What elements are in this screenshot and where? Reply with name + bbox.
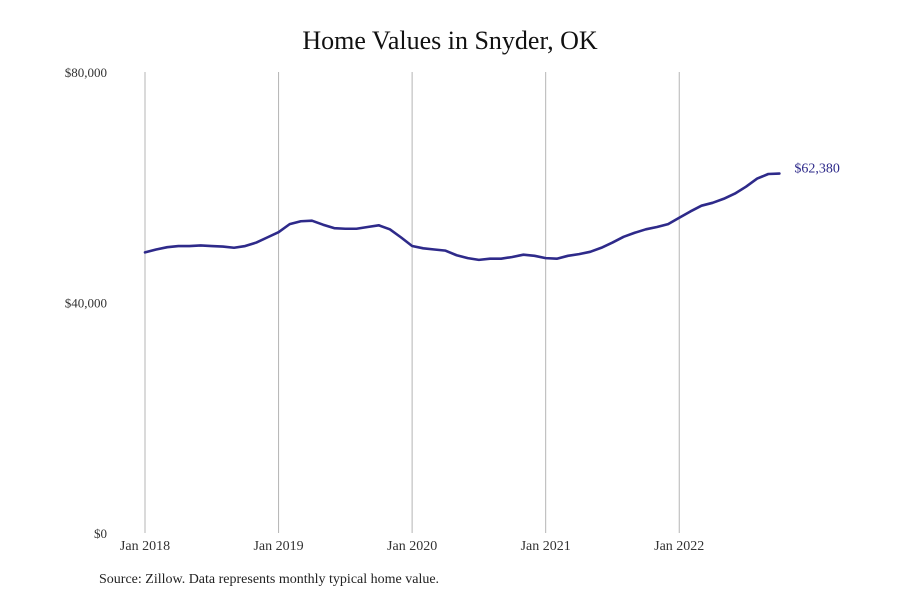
x-axis-tick-labels: Jan 2018 Jan 2019 Jan 2020 Jan 2021 Jan 2022 xyxy=(120,539,704,554)
y-tick-label: $0 xyxy=(94,526,107,541)
x-tick-label: Jan 2022 xyxy=(654,539,704,554)
x-tick-label: Jan 2019 xyxy=(253,539,303,554)
grid-lines xyxy=(144,72,680,533)
chart-title: Home Values in Snyder, OK xyxy=(302,26,598,55)
end-value-label: $62,380 xyxy=(794,162,840,177)
x-tick-label: Jan 2018 xyxy=(120,539,170,554)
y-axis-tick-labels: $0 $40,000 $80,000 xyxy=(65,65,107,541)
y-tick-label: $40,000 xyxy=(65,296,107,311)
x-tick-label: Jan 2021 xyxy=(521,539,571,554)
y-tick-label: $80,000 xyxy=(65,65,107,80)
series-line xyxy=(143,172,781,262)
source-note: Source: Zillow. Data represents monthly … xyxy=(99,572,440,587)
x-tick-label: Jan 2020 xyxy=(387,539,437,554)
